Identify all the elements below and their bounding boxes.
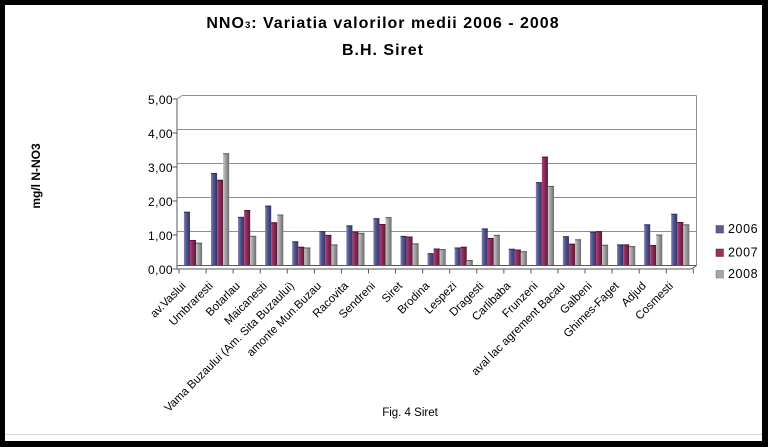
svg-text:2006: 2006 [728,222,758,236]
svg-text:3,00: 3,00 [148,161,173,175]
svg-text:2007: 2007 [728,246,758,260]
svg-text:2008: 2008 [728,267,758,281]
svg-text:1,00: 1,00 [148,229,173,243]
svg-text:5,00: 5,00 [148,93,173,107]
svg-text:2,00: 2,00 [148,195,173,209]
svg-text:4,00: 4,00 [148,127,173,141]
svg-text:0,00: 0,00 [148,263,173,277]
